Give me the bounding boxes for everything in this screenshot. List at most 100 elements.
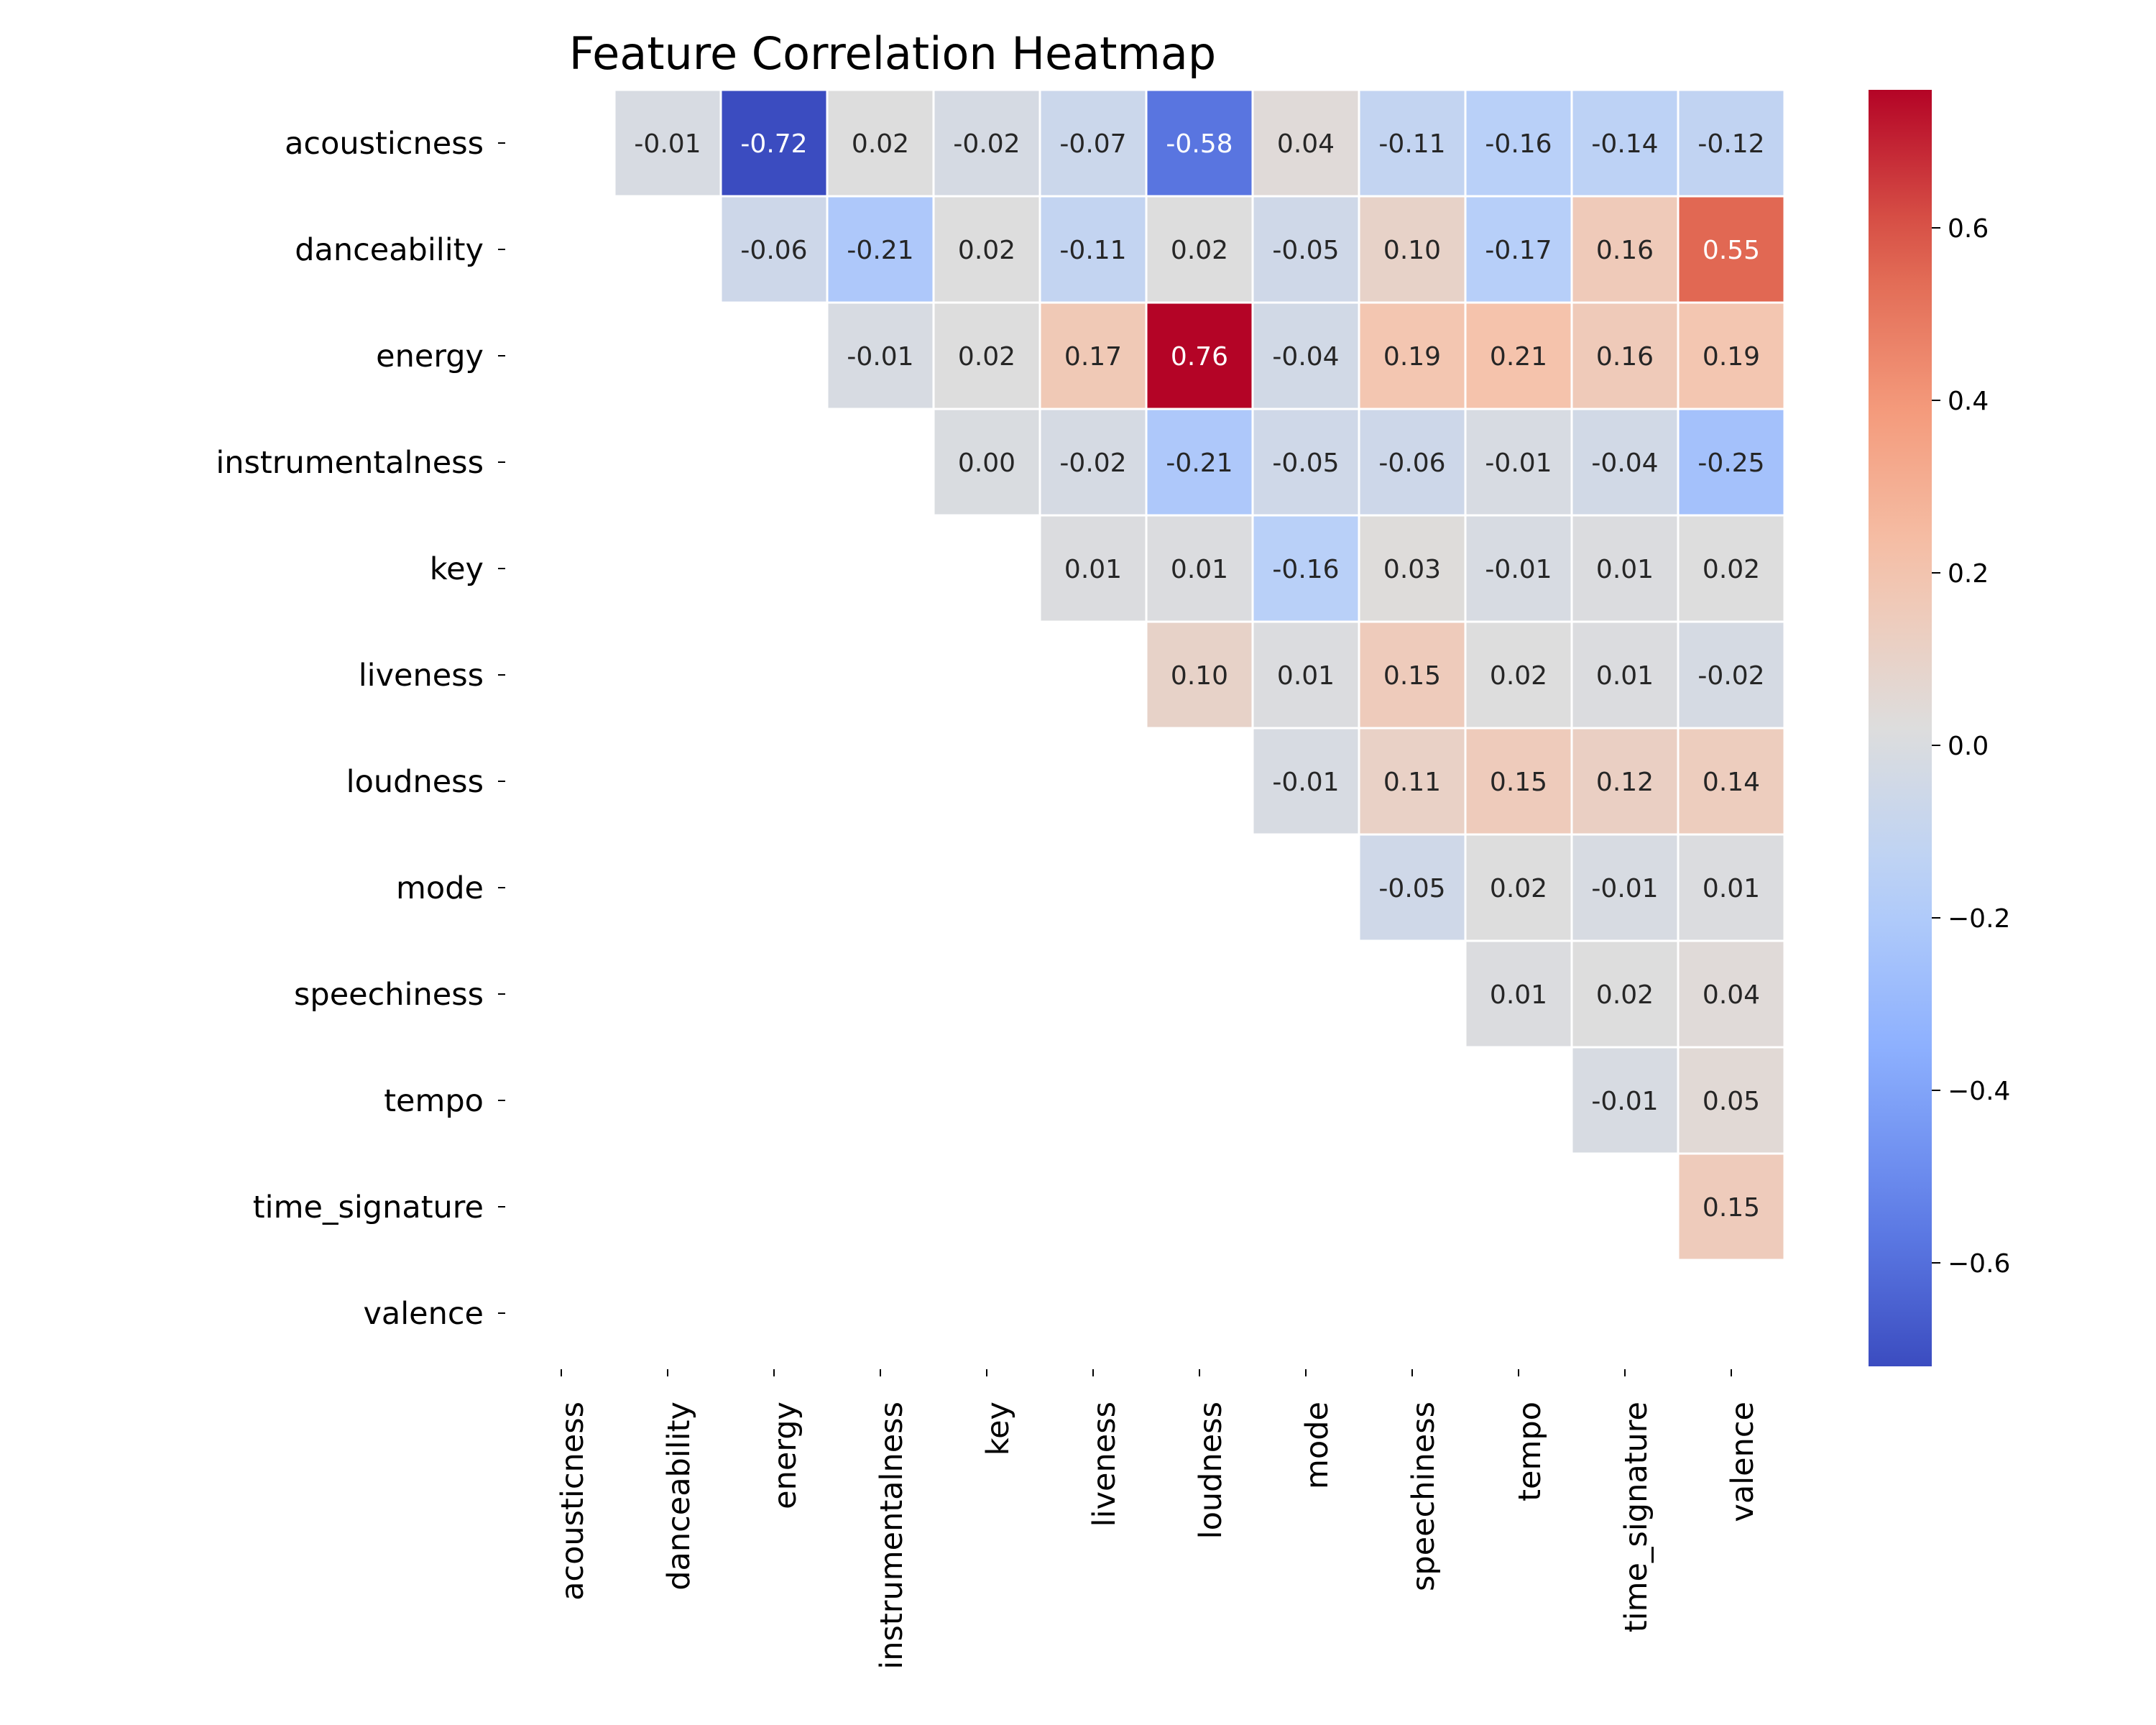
cell-value-key-time_signature: 0.01	[1596, 555, 1654, 584]
cell-value-danceability-energy: -0.06	[740, 236, 807, 265]
heatmap-cell-energy-key	[932, 301, 1041, 410]
heatmap-cells: -0.01 -0.72 0.02 -0.02 -0.07 -0.58 0.04 -0.11 -0…	[613, 88, 1786, 1261]
cell-value-loudness-speechiness: 0.11	[1383, 768, 1441, 797]
heatmap-cell-energy-speechiness	[1358, 301, 1467, 410]
y-label-acousticness: acousticness	[285, 126, 484, 162]
heatmap-cell-energy-time_signature	[1570, 301, 1680, 410]
heatmap-cell-acousticness-energy	[719, 88, 829, 198]
cell-value-energy-time_signature: 0.16	[1596, 342, 1654, 372]
cell-value-danceability-tempo: -0.17	[1485, 236, 1552, 265]
cell-value-acousticness-loudness: -0.58	[1166, 129, 1233, 159]
cell-value-danceability-time_signature: 0.16	[1596, 236, 1654, 265]
x-label-instrumentalness: instrumentalness	[874, 1402, 910, 1670]
heatmap-cell-liveness-time_signature	[1570, 620, 1680, 730]
cell-value-key-valence: 0.02	[1703, 555, 1760, 584]
cell-value-instrumentalness-liveness: -0.02	[1059, 448, 1126, 478]
heatmap-cell-liveness-loudness	[1145, 620, 1254, 730]
cell-value-liveness-tempo: 0.02	[1490, 661, 1547, 691]
cell-value-speechiness-tempo: 0.01	[1490, 980, 1547, 1010]
cell-value-instrumentalness-tempo: -0.01	[1485, 448, 1552, 478]
colorbar-tick-label: −0.2	[1948, 904, 2010, 934]
x-label-speechiness: speechiness	[1406, 1402, 1442, 1591]
colorbar-tick-label: −0.4	[1948, 1077, 2010, 1106]
heatmap-cell-tempo-time_signature	[1570, 1046, 1680, 1155]
cell-value-liveness-speechiness: 0.15	[1383, 661, 1441, 691]
heatmap-cell-danceability-speechiness	[1358, 195, 1467, 304]
cell-value-energy-instrumentalness: -0.01	[847, 342, 913, 372]
cell-value-acousticness-energy: -0.72	[740, 129, 807, 159]
x-label-acousticness: acousticness	[555, 1402, 591, 1601]
colorbar-tick-label: −0.6	[1948, 1249, 2010, 1279]
x-label-loudness: loudness	[1193, 1402, 1229, 1539]
heatmap-cell-danceability-energy	[719, 195, 829, 304]
cell-value-instrumentalness-mode: -0.05	[1272, 448, 1339, 478]
cell-value-tempo-time_signature: -0.01	[1591, 1087, 1658, 1116]
x-label-key: key	[980, 1402, 1016, 1455]
cell-value-energy-loudness: 0.76	[1171, 342, 1228, 372]
heatmap-cell-mode-time_signature	[1570, 833, 1680, 942]
cell-value-energy-tempo: 0.21	[1490, 342, 1547, 372]
cell-value-instrumentalness-speechiness: -0.06	[1378, 448, 1445, 478]
cell-value-key-speechiness: 0.03	[1383, 555, 1441, 584]
cell-value-instrumentalness-loudness: -0.21	[1166, 448, 1233, 478]
heatmap-cell-key-liveness	[1038, 514, 1148, 623]
heatmap-cell-danceability-valence	[1677, 195, 1786, 304]
x-label-time_signature: time_signature	[1618, 1402, 1654, 1632]
cell-value-key-liveness: 0.01	[1064, 555, 1122, 584]
cell-value-energy-key: 0.02	[958, 342, 1015, 372]
y-label-loudness: loudness	[346, 764, 484, 800]
heatmap-cell-instrumentalness-key	[932, 408, 1041, 517]
colorbar-tick-label: 0.0	[1948, 732, 1989, 761]
y-label-danceability: danceability	[295, 232, 484, 268]
y-label-mode: mode	[396, 870, 484, 906]
heatmap-cell-key-valence	[1677, 514, 1786, 623]
x-axis-labels: acousticness danceability energy instrument…	[555, 1369, 1761, 1670]
cell-value-energy-mode: -0.04	[1272, 342, 1339, 372]
cell-value-mode-tempo: 0.02	[1490, 874, 1547, 903]
y-label-energy: energy	[376, 339, 484, 374]
cell-value-mode-time_signature: -0.01	[1591, 874, 1658, 903]
cell-value-key-mode: -0.16	[1272, 555, 1339, 584]
cell-value-acousticness-speechiness: -0.11	[1378, 129, 1445, 159]
cell-value-acousticness-liveness: -0.07	[1059, 129, 1126, 159]
cell-value-liveness-time_signature: 0.01	[1596, 661, 1654, 691]
cell-value-time_signature-valence: 0.15	[1703, 1193, 1760, 1223]
cell-value-danceability-valence: 0.55	[1703, 236, 1760, 265]
heatmap-cell-acousticness-speechiness	[1358, 88, 1467, 198]
x-label-energy: energy	[768, 1402, 803, 1509]
cell-value-acousticness-valence: -0.12	[1697, 129, 1764, 159]
cell-value-acousticness-key: -0.02	[953, 129, 1020, 159]
y-label-time_signature: time_signature	[253, 1190, 484, 1225]
colorbar: −0.6 −0.4 −0.2 0.0 0.2 0.4 0.6	[1869, 90, 2010, 1366]
cell-value-speechiness-valence: 0.04	[1703, 980, 1760, 1010]
heatmap-cell-time_signature-valence	[1677, 1152, 1786, 1261]
cell-value-mode-valence: 0.01	[1703, 874, 1760, 903]
cell-value-danceability-mode: -0.05	[1272, 236, 1339, 265]
heatmap-cell-loudness-time_signature	[1570, 727, 1680, 836]
x-label-tempo: tempo	[1512, 1402, 1548, 1501]
heatmap-cell-mode-speechiness	[1358, 833, 1467, 942]
heatmap-cell-key-tempo	[1464, 514, 1573, 623]
cell-value-danceability-liveness: -0.11	[1059, 236, 1126, 265]
heatmap-cell-danceability-time_signature	[1570, 195, 1680, 304]
heatmap-cell-danceability-key	[932, 195, 1041, 304]
heatmap-cell-acousticness-danceability	[613, 88, 722, 198]
cell-value-instrumentalness-valence: -0.25	[1697, 448, 1764, 478]
heatmap-cell-liveness-speechiness	[1358, 620, 1467, 730]
y-label-speechiness: speechiness	[294, 977, 484, 1013]
y-label-tempo: tempo	[384, 1083, 484, 1119]
heatmap-cell-liveness-valence	[1677, 620, 1786, 730]
heatmap-cell-key-loudness	[1145, 514, 1254, 623]
heatmap-cell-acousticness-valence	[1677, 88, 1786, 198]
colorbar-tick-label: 0.6	[1948, 214, 1989, 244]
cell-value-liveness-mode: 0.01	[1277, 661, 1335, 691]
cell-value-acousticness-time_signature: -0.14	[1591, 129, 1658, 159]
y-label-key: key	[430, 551, 484, 587]
heatmap-cell-loudness-valence	[1677, 727, 1786, 836]
x-label-danceability: danceability	[661, 1402, 697, 1591]
cell-value-loudness-mode: -0.01	[1272, 768, 1339, 797]
cell-value-key-tempo: -0.01	[1485, 555, 1552, 584]
heatmap-cell-liveness-mode	[1251, 620, 1360, 730]
y-label-liveness: liveness	[359, 658, 484, 694]
